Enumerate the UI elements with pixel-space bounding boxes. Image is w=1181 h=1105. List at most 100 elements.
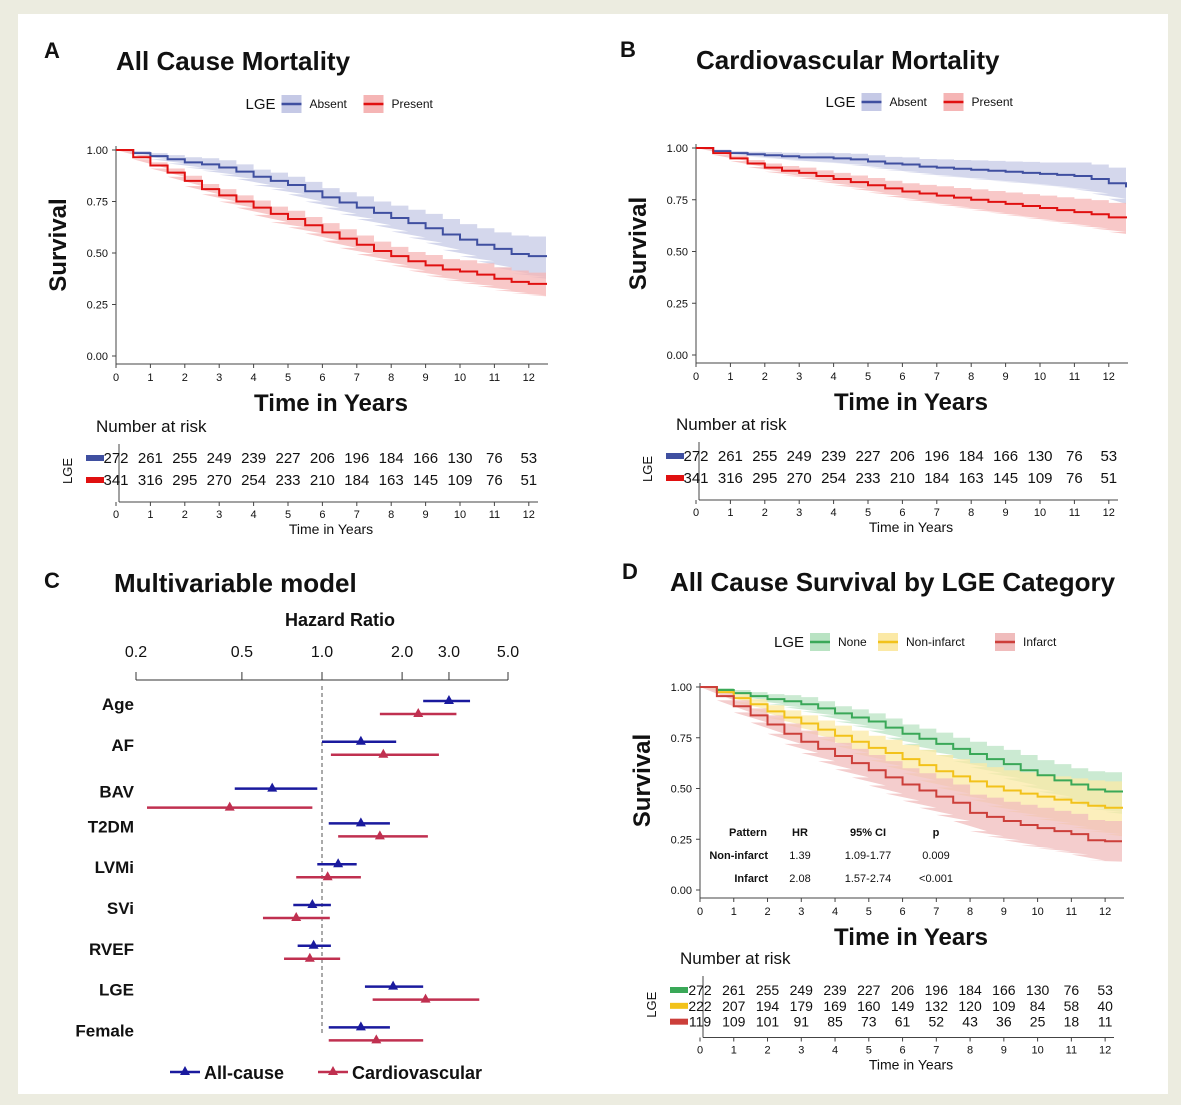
x-axis-label: Time in Years bbox=[254, 390, 408, 417]
risk-count: 109 bbox=[447, 472, 472, 489]
x-tick-label: 0 bbox=[693, 371, 699, 383]
risk-x-tick-label: 3 bbox=[798, 1045, 804, 1057]
legend: LGE None Non-infarct Infarct bbox=[774, 633, 1057, 651]
risk-table-title: Number at risk bbox=[96, 417, 207, 436]
hr-tick-label: 2.0 bbox=[391, 644, 413, 661]
panel-D: D All Cause Survival by LGE Category LGE No… bbox=[622, 559, 1124, 1073]
legend-label: Absent bbox=[890, 95, 928, 109]
risk-count: 239 bbox=[821, 448, 846, 465]
y-tick-label: 0.25 bbox=[671, 834, 692, 846]
panel-title: All Cause Mortality bbox=[116, 46, 351, 76]
risk-count: 120 bbox=[958, 998, 982, 1014]
risk-count: 206 bbox=[891, 982, 915, 998]
risk-count: 194 bbox=[756, 998, 780, 1014]
risk-count: 272 bbox=[688, 982, 712, 998]
x-tick-label: 11 bbox=[1066, 906, 1077, 918]
point-all-cause bbox=[355, 817, 366, 827]
risk-count: 249 bbox=[207, 450, 232, 467]
risk-count: 76 bbox=[486, 472, 503, 489]
risk-count: 130 bbox=[1027, 448, 1052, 465]
x-tick-label: 7 bbox=[933, 906, 939, 918]
x-tick-label: 11 bbox=[489, 372, 500, 384]
risk-count: 341 bbox=[103, 472, 128, 489]
y-tick-label: 0.75 bbox=[671, 733, 692, 745]
y-tick-label: 1.00 bbox=[671, 682, 692, 694]
panel-letter: A bbox=[44, 38, 60, 63]
risk-x-tick-label: 1 bbox=[727, 507, 733, 519]
risk-count: 261 bbox=[718, 448, 743, 465]
x-tick-label: 2 bbox=[182, 372, 188, 384]
x-tick-label: 9 bbox=[423, 372, 429, 384]
risk-table-title: Number at risk bbox=[680, 949, 791, 968]
legend-label: Present bbox=[972, 95, 1014, 109]
risk-count: 119 bbox=[689, 1014, 712, 1030]
y-tick-label: 0.00 bbox=[671, 885, 692, 897]
point-cardiovascular bbox=[291, 912, 302, 921]
risk-count: 295 bbox=[752, 470, 777, 487]
panel-letter: D bbox=[622, 559, 638, 584]
hr-cell: 1.57-2.74 bbox=[845, 873, 891, 885]
hr-tick-label: 0.5 bbox=[231, 644, 253, 661]
risk-x-tick-label: 1 bbox=[147, 509, 153, 521]
row-label: SVi bbox=[107, 899, 134, 918]
risk-count: 210 bbox=[890, 470, 915, 487]
y-tick-label: 1.00 bbox=[667, 143, 688, 155]
risk-x-label: Time in Years bbox=[869, 519, 953, 535]
x-tick-label: 1 bbox=[727, 371, 733, 383]
hr-header: p bbox=[933, 827, 940, 839]
hr-tick-label: 1.0 bbox=[311, 644, 333, 661]
risk-x-tick-label: 11 bbox=[489, 509, 500, 521]
legend-marker bbox=[328, 1066, 338, 1075]
hr-cell: 1.39 bbox=[789, 850, 810, 862]
risk-count: 227 bbox=[855, 448, 880, 465]
x-tick-label: 7 bbox=[934, 371, 940, 383]
row-label: BAV bbox=[99, 783, 134, 802]
point-cardiovascular bbox=[378, 748, 389, 758]
x-axis-label: Hazard Ratio bbox=[285, 610, 395, 630]
risk-x-label: Time in Years bbox=[869, 1057, 953, 1073]
panel-title: All Cause Survival by LGE Category bbox=[670, 567, 1116, 597]
x-tick-label: 6 bbox=[319, 372, 325, 384]
legend-label: Non-infarct bbox=[906, 635, 965, 649]
risk-count: 18 bbox=[1064, 1014, 1080, 1030]
risk-count: 270 bbox=[787, 470, 812, 487]
risk-count: 196 bbox=[925, 982, 949, 998]
risk-x-tick-label: 9 bbox=[1003, 507, 1009, 519]
survival-line-non-infarct bbox=[700, 686, 1123, 809]
legend-title: LGE bbox=[246, 96, 276, 113]
risk-count: 184 bbox=[959, 448, 984, 465]
hr-header: 95% CI bbox=[850, 827, 886, 839]
risk-count: 53 bbox=[1100, 448, 1117, 465]
risk-count: 255 bbox=[752, 448, 777, 465]
risk-x-tick-label: 4 bbox=[251, 509, 257, 521]
point-all-cause bbox=[355, 735, 366, 745]
risk-x-tick-label: 12 bbox=[523, 509, 535, 521]
x-tick-label: 2 bbox=[762, 371, 768, 383]
confidence-band-present bbox=[116, 150, 546, 297]
legend-title: LGE bbox=[774, 634, 804, 651]
y-tick-label: 0.75 bbox=[667, 195, 688, 207]
y-axis-label: Survival bbox=[629, 734, 656, 827]
risk-count: 254 bbox=[241, 472, 266, 489]
risk-count: 255 bbox=[172, 450, 197, 467]
risk-count: 163 bbox=[379, 472, 404, 489]
survival-line-absent bbox=[696, 147, 1127, 188]
risk-count: 316 bbox=[138, 472, 163, 489]
risk-count: 11 bbox=[1098, 1014, 1113, 1030]
x-tick-label: 9 bbox=[1001, 906, 1007, 918]
risk-count: 184 bbox=[924, 470, 949, 487]
x-tick-label: 10 bbox=[1034, 371, 1046, 383]
point-all-cause bbox=[388, 980, 399, 990]
risk-x-tick-label: 2 bbox=[762, 507, 768, 519]
x-tick-label: 8 bbox=[968, 371, 974, 383]
risk-key-present bbox=[666, 475, 684, 481]
risk-count: 270 bbox=[207, 472, 232, 489]
point-cardiovascular bbox=[413, 708, 424, 717]
risk-key-non-infarct bbox=[670, 1002, 688, 1009]
hr-header: HR bbox=[792, 827, 808, 839]
y-tick-label: 0.00 bbox=[87, 351, 108, 363]
x-tick-label: 4 bbox=[831, 371, 837, 383]
legend-title: LGE bbox=[826, 94, 856, 111]
x-tick-label: 3 bbox=[796, 371, 802, 383]
